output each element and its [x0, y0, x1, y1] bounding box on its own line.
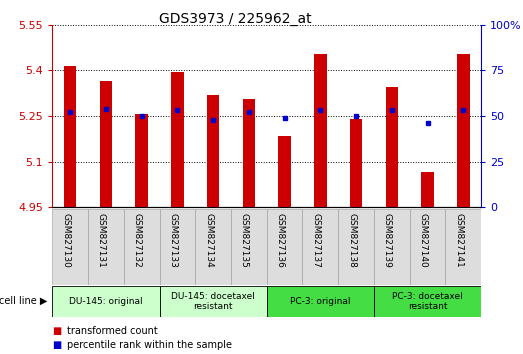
Bar — [350, 119, 362, 207]
Bar — [385, 87, 398, 207]
Text: DU-145: docetaxel
resistant: DU-145: docetaxel resistant — [171, 292, 255, 311]
Bar — [314, 54, 326, 207]
Text: GSM827141: GSM827141 — [454, 213, 463, 267]
Text: DU-145: original: DU-145: original — [69, 297, 143, 306]
Bar — [422, 172, 434, 207]
Bar — [278, 136, 291, 207]
Text: GSM827136: GSM827136 — [276, 213, 285, 268]
FancyBboxPatch shape — [446, 209, 481, 285]
FancyBboxPatch shape — [231, 209, 267, 285]
FancyBboxPatch shape — [302, 209, 338, 285]
FancyBboxPatch shape — [52, 209, 88, 285]
Bar — [457, 54, 470, 207]
Text: GSM827135: GSM827135 — [240, 213, 249, 268]
Bar — [207, 95, 219, 207]
Text: GSM827139: GSM827139 — [383, 213, 392, 268]
FancyBboxPatch shape — [160, 286, 267, 317]
Text: PC-3: docetaxel
resistant: PC-3: docetaxel resistant — [392, 292, 463, 311]
Text: percentile rank within the sample: percentile rank within the sample — [67, 340, 232, 350]
Text: cell line ▶: cell line ▶ — [0, 296, 47, 306]
Bar — [100, 81, 112, 207]
Text: GSM827138: GSM827138 — [347, 213, 356, 268]
Text: GSM827133: GSM827133 — [168, 213, 177, 268]
Text: GSM827140: GSM827140 — [418, 213, 428, 267]
Text: PC-3: original: PC-3: original — [290, 297, 350, 306]
Bar — [64, 66, 76, 207]
FancyBboxPatch shape — [267, 209, 302, 285]
FancyBboxPatch shape — [124, 209, 160, 285]
Bar — [171, 72, 184, 207]
Bar — [243, 99, 255, 207]
Text: GSM827132: GSM827132 — [133, 213, 142, 267]
FancyBboxPatch shape — [374, 209, 410, 285]
Text: GDS3973 / 225962_at: GDS3973 / 225962_at — [159, 12, 312, 27]
FancyBboxPatch shape — [267, 286, 374, 317]
Text: ■: ■ — [52, 326, 62, 336]
FancyBboxPatch shape — [195, 209, 231, 285]
FancyBboxPatch shape — [338, 209, 374, 285]
FancyBboxPatch shape — [88, 209, 124, 285]
Text: GSM827130: GSM827130 — [61, 213, 70, 268]
Text: GSM827137: GSM827137 — [311, 213, 320, 268]
FancyBboxPatch shape — [410, 209, 446, 285]
FancyBboxPatch shape — [160, 209, 195, 285]
FancyBboxPatch shape — [52, 286, 160, 317]
Text: GSM827131: GSM827131 — [97, 213, 106, 268]
Text: GSM827134: GSM827134 — [204, 213, 213, 267]
Text: transformed count: transformed count — [67, 326, 158, 336]
Bar — [135, 114, 148, 207]
FancyBboxPatch shape — [374, 286, 481, 317]
Text: ■: ■ — [52, 340, 62, 350]
